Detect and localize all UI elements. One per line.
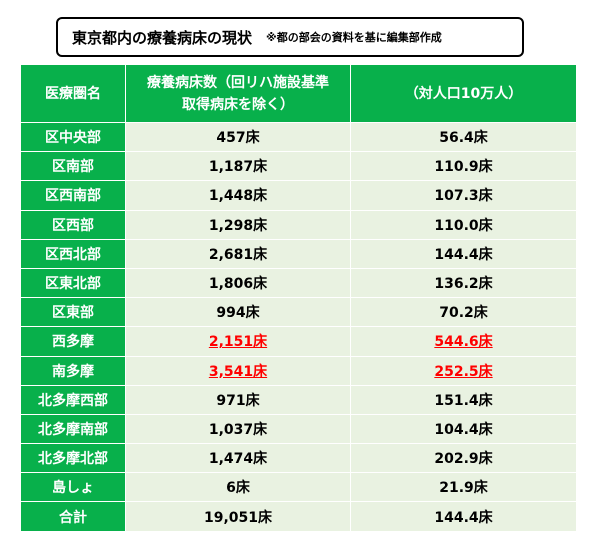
per100k-cell: 136.2床 [350,267,577,299]
table-row: 区東部 994床 70.2床 [20,297,577,328]
beds-cell: 6床 [125,472,351,503]
area-cell: 区東部 [20,297,126,328]
table-row: 区南部 1,187床 110.9床 [20,151,577,182]
per100k-cell: 21.9床 [350,472,577,503]
area-cell: 北多摩西部 [20,384,126,415]
per100k-cell: 107.3床 [350,180,577,211]
area-cell: 区西北部 [20,238,126,269]
per100k-cell: 110.9床 [350,151,577,182]
table-row: 島しょ 6床 21.9床 [20,472,577,503]
beds-cell: 2,681床 [125,238,351,269]
source-note: ※都の部会の資料を基に編集部作成 [266,31,442,44]
per100k-cell: 252.5床 [350,355,577,386]
area-cell: 西多摩 [20,326,126,357]
beds-cell: 1,806床 [125,267,351,299]
per100k-cell: 144.4床 [350,501,577,532]
header-beds-line2: 取得病床を除く） [182,96,294,113]
beds-cell: 1,187床 [125,151,351,182]
header-beds-line1: 療養病床数（回リハ施設基準 [147,74,329,91]
beds-cell: 457床 [125,121,351,153]
per100k-cell: 144.4床 [350,238,577,269]
beds-cell: 1,448床 [125,180,351,211]
beds-cell: 1,474床 [125,443,351,474]
title-box: 東京都内の療養病床の現状 ※都の部会の資料を基に編集部作成 [56,17,524,57]
per100k-cell: 110.0床 [350,209,577,240]
table-row: 区西南部 1,448床 107.3床 [20,180,577,211]
per100k-cell: 104.4床 [350,413,577,445]
table-row: 北多摩西部 971床 151.4床 [20,384,577,415]
per100k-cell: 202.9床 [350,443,577,474]
beds-cell: 19,051床 [125,501,351,532]
area-cell: 区南部 [20,151,126,182]
table-row: 西多摩 2,151床 544.6床 [20,326,577,357]
area-cell: 島しょ [20,472,126,503]
table-body: 区中央部 457床 56.4床 区南部 1,187床 110.9床 区西南部 1,448床 10… [20,121,577,532]
header-area: 医療圏名 [20,64,126,123]
beds-cell: 3,541床 [125,355,351,386]
table-row: 区西北部 2,681床 144.4床 [20,238,577,269]
beds-cell: 1,298床 [125,209,351,240]
per100k-cell: 56.4床 [350,121,577,153]
page-title: 東京都内の療養病床の現状 [72,28,253,47]
beds-table: 医療圏名 療養病床数（回リハ施設基準 取得病床を除く） （対人口10万人） 区中… [20,64,577,532]
area-cell: 区東北部 [20,267,126,299]
beds-cell: 1,037床 [125,413,351,445]
beds-cell: 994床 [125,297,351,328]
table-row: 北多摩北部 1,474床 202.9床 [20,443,577,474]
table-row: 区中央部 457床 56.4床 [20,121,577,153]
table-row: 合計 19,051床 144.4床 [20,501,577,532]
per100k-cell: 70.2床 [350,297,577,328]
header-per100k: （対人口10万人） [350,64,577,123]
area-cell: 北多摩南部 [20,413,126,445]
table-row: 区東北部 1,806床 136.2床 [20,267,577,299]
area-cell: 南多摩 [20,355,126,386]
area-cell: 区中央部 [20,121,126,153]
per100k-cell: 151.4床 [350,384,577,415]
area-cell: 北多摩北部 [20,443,126,474]
table-row: 南多摩 3,541床 252.5床 [20,355,577,386]
beds-cell: 971床 [125,384,351,415]
area-cell: 区西南部 [20,180,126,211]
area-cell: 区西部 [20,209,126,240]
header-row: 医療圏名 療養病床数（回リハ施設基準 取得病床を除く） （対人口10万人） [20,64,577,123]
per100k-cell: 544.6床 [350,326,577,357]
table-row: 区西部 1,298床 110.0床 [20,209,577,240]
table-row: 北多摩南部 1,037床 104.4床 [20,413,577,445]
beds-cell: 2,151床 [125,326,351,357]
area-cell: 合計 [20,501,126,532]
header-beds: 療養病床数（回リハ施設基準 取得病床を除く） [125,64,351,123]
